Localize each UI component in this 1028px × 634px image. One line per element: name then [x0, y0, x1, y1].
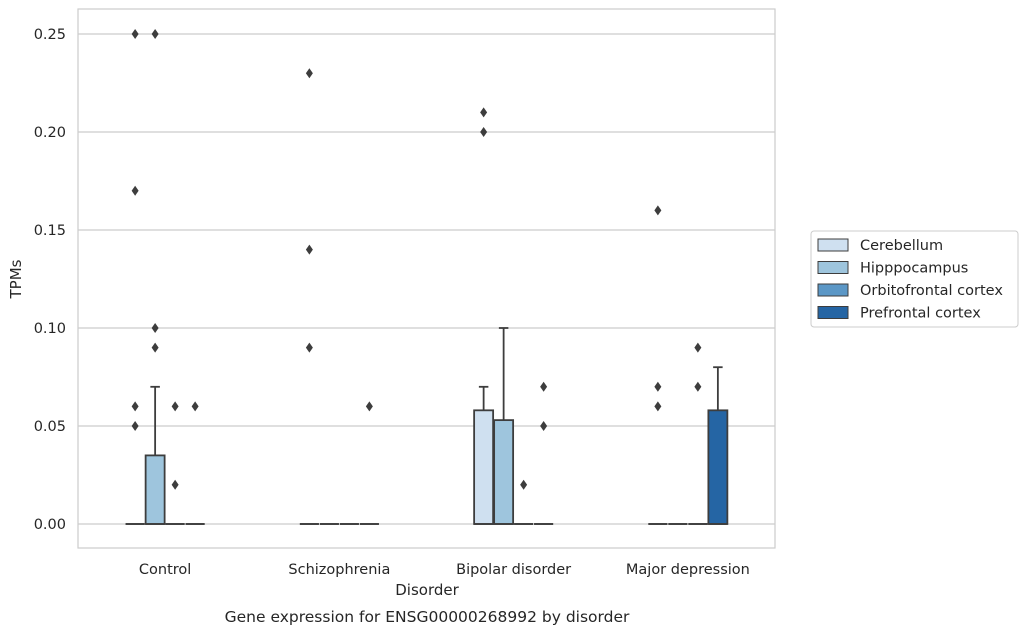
- outlier-point: [694, 342, 702, 353]
- y-tick-label: 0.20: [34, 125, 66, 141]
- legend: Cerebellum Hipppocampus Orbitofrontal cort…: [810, 230, 1019, 328]
- outlier-point: [365, 401, 373, 412]
- y-tick-label: 0.05: [34, 419, 66, 435]
- y-axis-label: TPMs: [7, 259, 25, 299]
- box-hipppocampus: [493, 327, 515, 525]
- legend-swatch: [817, 261, 849, 274]
- box-body: [493, 419, 515, 525]
- outlier-point: [480, 127, 488, 137]
- outlier-point: [540, 381, 548, 392]
- outlier-point: [540, 421, 548, 431]
- box-plot-series: [125, 327, 729, 525]
- outlier-point: [520, 479, 528, 490]
- outlier-point: [654, 205, 662, 216]
- box-prefrontal-cortex: [707, 366, 729, 525]
- legend-label: Cerebellum: [860, 238, 943, 254]
- x-tick-label: Control: [139, 562, 191, 578]
- x-tick-label: Schizophrenia: [288, 562, 390, 578]
- outlier-point: [151, 342, 159, 353]
- outlier-point: [480, 107, 488, 118]
- outlier-point: [654, 401, 662, 412]
- x-tick-label: Bipolar disorder: [456, 562, 571, 578]
- legend-frame: [810, 230, 1019, 328]
- outlier-point: [305, 342, 313, 353]
- legend-label: Prefrontal cortex: [860, 306, 981, 322]
- outlier-point: [131, 185, 139, 196]
- y-tick-label: 0.25: [34, 27, 66, 43]
- outlier-point: [131, 29, 139, 39]
- box-body: [473, 409, 495, 525]
- outlier-point: [305, 68, 313, 79]
- outlier-point: [131, 401, 139, 412]
- outlier-point: [151, 29, 159, 39]
- legend-label: Hipppocampus: [860, 261, 968, 277]
- legend-label: Orbitofrontal cortex: [860, 283, 1003, 299]
- outlier-point: [131, 421, 139, 431]
- outlier-point: [171, 479, 179, 490]
- outlier-point: [151, 323, 159, 333]
- outlier-points: [131, 29, 702, 490]
- legend-swatch: [817, 306, 849, 319]
- y-tick-labels: 0.00 0.05 0.10 0.15 0.20 0.25: [34, 27, 66, 533]
- legend-swatch: [817, 238, 849, 252]
- box-hipppocampus: [144, 385, 166, 525]
- y-tick-label: 0.10: [34, 321, 66, 337]
- outlier-point: [305, 244, 313, 255]
- outlier-point: [191, 401, 199, 412]
- y-tick-label: 0.15: [34, 223, 66, 239]
- x-tick-label: Major depression: [626, 562, 750, 578]
- outlier-point: [171, 401, 179, 412]
- box-body: [707, 409, 729, 525]
- y-tick-label: 0.00: [34, 517, 66, 533]
- outlier-point: [694, 381, 702, 392]
- x-tick-labels: Control Schizophrenia Bipolar disorder Majo…: [139, 562, 750, 578]
- legend-swatch: [817, 283, 849, 297]
- plot-background: [77, 8, 776, 549]
- chart-caption: Gene expression for ENSG00000268992 by d…: [225, 608, 630, 626]
- x-axis-label: Disorder: [395, 581, 459, 599]
- box-body: [144, 454, 166, 525]
- box-cerebellum: [473, 385, 495, 525]
- outlier-point: [654, 381, 662, 392]
